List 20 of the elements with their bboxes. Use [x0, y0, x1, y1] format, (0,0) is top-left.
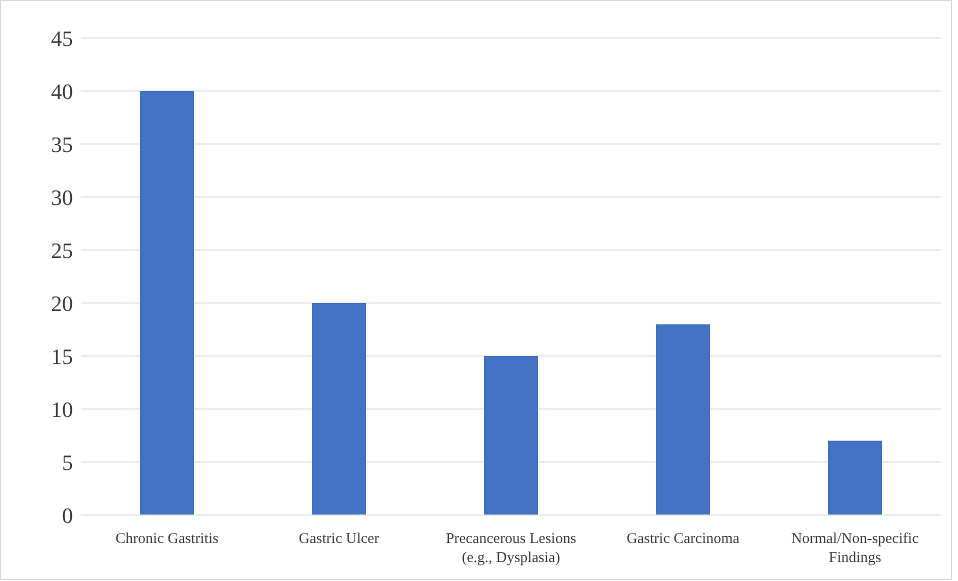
- bar: [312, 303, 366, 515]
- x-tick-label: Chronic Gastritis: [116, 531, 219, 547]
- x-tick-label: Gastric Ulcer: [298, 531, 380, 547]
- y-tick-label: 0: [62, 502, 73, 528]
- y-tick-label: 40: [51, 78, 73, 104]
- x-tick-label: Precancerous Lesions (e.g., Dysplasia): [446, 531, 576, 566]
- bar: [828, 440, 882, 515]
- bar: [656, 324, 710, 515]
- y-tick-label: 15: [51, 344, 73, 369]
- y-tick-label: 20: [51, 290, 73, 316]
- y-tick-label: 35: [51, 132, 73, 157]
- y-tick-label: 45: [51, 26, 73, 51]
- x-tick-label: Normal/Non-specific Findings: [791, 531, 920, 566]
- y-tick-label: 5: [62, 450, 73, 475]
- bar: [140, 91, 194, 515]
- x-tick-label: Gastric Carcinoma: [626, 531, 740, 547]
- bar: [484, 356, 538, 515]
- y-tick-label: 10: [51, 396, 73, 422]
- y-tick-label: 25: [51, 238, 73, 263]
- y-tick-label: 30: [51, 184, 73, 210]
